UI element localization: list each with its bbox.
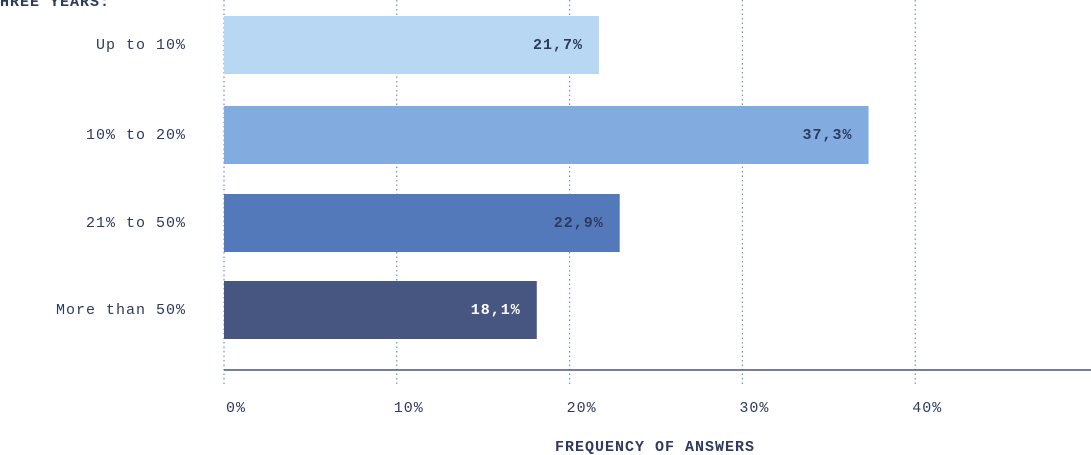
- category-label: 10% to 20%: [86, 127, 186, 144]
- x-tick-label: 40%: [912, 400, 942, 417]
- value-label: 18,1%: [471, 302, 521, 319]
- bar: [224, 194, 620, 252]
- x-tick-label: 20%: [567, 400, 597, 417]
- bar: [224, 16, 599, 74]
- category-label: 21% to 50%: [86, 215, 186, 232]
- chart-title: N THREE YEARS:: [0, 0, 110, 11]
- x-tick-label: 10%: [394, 400, 424, 417]
- x-axis-label: FREQUENCY OF ANSWERS: [555, 439, 755, 455]
- bar: [224, 281, 537, 339]
- x-tick-label: 0%: [226, 400, 246, 417]
- value-label: 37,3%: [803, 127, 853, 144]
- value-label: 21,7%: [533, 37, 583, 54]
- category-label: Up to 10%: [96, 37, 186, 54]
- value-label: 22,9%: [554, 215, 604, 232]
- x-tick-label: 30%: [739, 400, 769, 417]
- category-label: More than 50%: [56, 302, 186, 319]
- bar: [224, 106, 869, 164]
